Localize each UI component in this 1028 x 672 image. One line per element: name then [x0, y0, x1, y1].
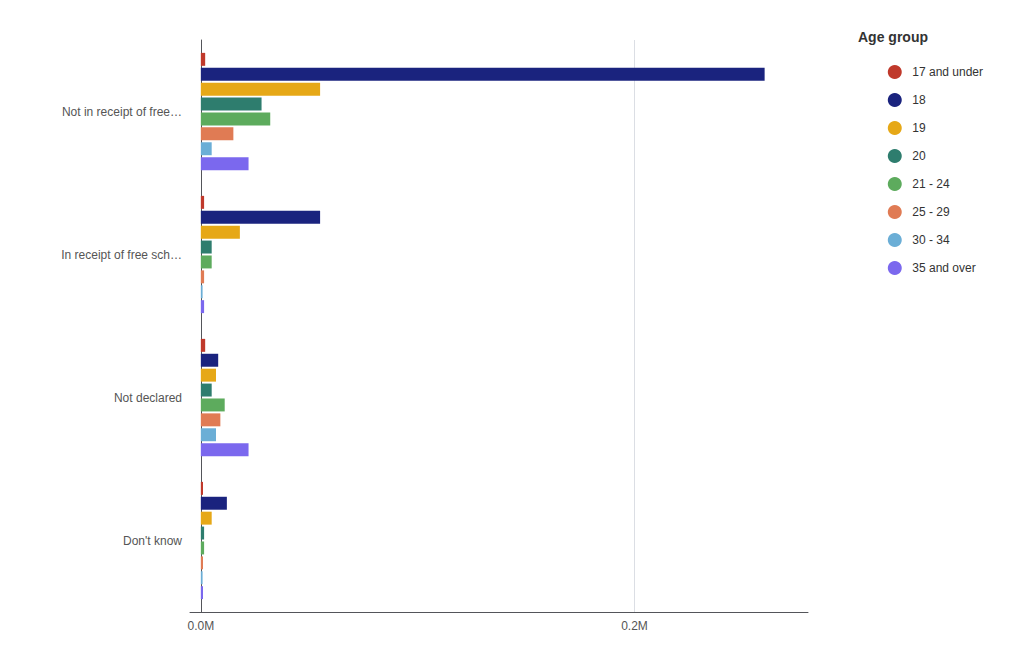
- svg-text:35 and over: 35 and over: [912, 261, 975, 275]
- svg-text:0.0M: 0.0M: [187, 619, 214, 633]
- svg-text:18: 18: [912, 93, 926, 107]
- svg-text:17 and under: 17 and under: [912, 65, 983, 79]
- svg-text:Not in receipt of free…: Not in receipt of free…: [62, 105, 182, 119]
- svg-text:Not declared: Not declared: [114, 391, 182, 405]
- svg-text:20: 20: [912, 149, 926, 163]
- svg-text:Age group: Age group: [858, 29, 928, 45]
- svg-text:0.2M: 0.2M: [621, 619, 648, 633]
- svg-text:21 - 24: 21 - 24: [912, 177, 950, 191]
- svg-text:Don't know: Don't know: [123, 534, 182, 548]
- svg-text:30 - 34: 30 - 34: [912, 233, 950, 247]
- svg-text:19: 19: [912, 121, 926, 135]
- svg-text:25 - 29: 25 - 29: [912, 205, 950, 219]
- svg-text:In receipt of free sch…: In receipt of free sch…: [61, 248, 182, 262]
